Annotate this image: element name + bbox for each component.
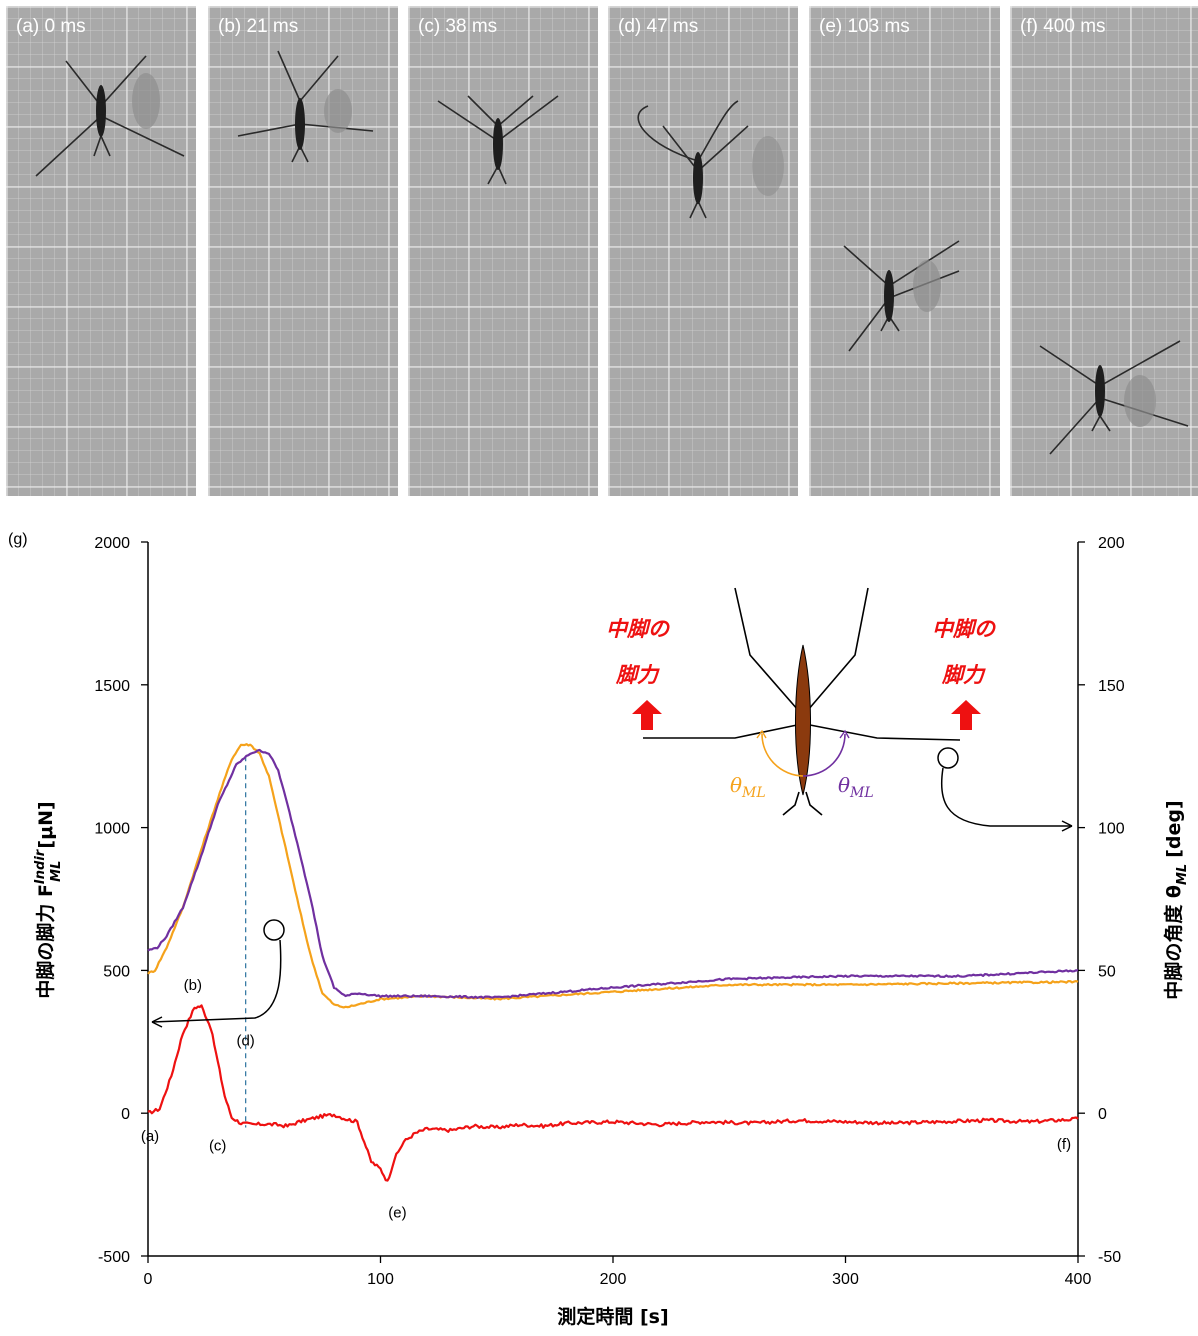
right-y-axis-title: 中脚の角度 θML[deg]: [1162, 800, 1190, 999]
y-right-tick-label: -50: [1098, 1249, 1121, 1266]
left-foreleg: [734, 587, 799, 711]
tick-labels: 0 100 200 300 400-5000500100015002000-500501…: [94, 535, 1124, 1288]
x-tick-label: 300: [832, 1271, 859, 1288]
angle-arrowhead-left: [756, 729, 767, 739]
tick-marks: [141, 541, 1085, 1263]
x-tick-label: 200: [600, 1271, 627, 1288]
angle-label-left: θML: [730, 773, 766, 801]
y-left-tick-label: 1500: [94, 678, 130, 695]
left-force-label-line1: 中脚の: [606, 617, 671, 641]
right-force-arrow-icon: [951, 700, 981, 730]
frame-label: (d) 47 ms: [618, 16, 699, 37]
insect-body: [794, 644, 812, 796]
left-hindleg: [782, 791, 800, 816]
frame-label: (b) 21 ms: [218, 16, 299, 37]
right-arrowhead: [1061, 820, 1073, 832]
angle-label-right: θML: [838, 773, 874, 801]
angle-arrowhead-right: [839, 729, 850, 739]
right-midleg: [809, 724, 961, 741]
water-strider-image: [237, 50, 374, 163]
right-foreleg: [807, 587, 869, 711]
frame-label: (f) 400 ms: [1020, 16, 1106, 37]
right-force-label-line2: 脚力: [941, 663, 986, 687]
water-strider-image: [437, 95, 559, 185]
point-annotation: (c): [209, 1138, 227, 1155]
y-left-tick-label: 500: [103, 963, 130, 980]
photo-frame-b: (b) 21 ms: [208, 6, 398, 496]
right-series-marker-circle: [937, 747, 959, 769]
frame-label: (e) 103 ms: [819, 16, 910, 37]
water-strider-image: [35, 55, 185, 177]
point-annotation: (a): [141, 1128, 159, 1145]
point-annotation: (b): [184, 977, 202, 994]
x-tick-label: 100: [367, 1271, 394, 1288]
chart-axes: [147, 542, 1079, 1257]
right-force-label-line1: 中脚の: [932, 617, 997, 641]
angle-arc-right: [802, 733, 846, 777]
series-line-1: [147, 743, 1079, 1009]
y-left-tick-label: 1000: [94, 821, 130, 838]
series-line-2: [147, 748, 1079, 999]
panel-label: (g): [8, 531, 28, 548]
water-strider-image: [843, 240, 960, 352]
point-annotation: (f): [1057, 1136, 1071, 1153]
x-tick-label: 400: [1065, 1271, 1092, 1288]
point-annotation: (e): [388, 1205, 406, 1222]
water-strider-image: [637, 100, 784, 219]
frame-label: (c) 38 ms: [418, 16, 498, 37]
angle-arc-left: [761, 733, 804, 777]
photo-frame-d: (d) 47 ms: [608, 6, 798, 496]
axis-pointer-arrows: [151, 747, 1073, 1028]
y-right-tick-label: 100: [1098, 821, 1125, 838]
left-arrowhead: [151, 1016, 163, 1028]
left-force-label-line2: 脚力: [615, 663, 660, 687]
annotation-layer: (a) (b) (c) (d) (e) (f): [141, 977, 1071, 1222]
y-right-tick-label: 200: [1098, 535, 1125, 552]
point-annotation: (d): [236, 1033, 254, 1050]
photo-frame-f: (f) 400 ms: [1010, 6, 1198, 496]
photo-strip: (a) 0 ms (b) 21 ms (c) 38 ms: [0, 0, 1198, 500]
right-axis-pointer-arrow: [940, 767, 1072, 827]
y-right-tick-label: 50: [1098, 963, 1116, 980]
y-left-tick-label: 0: [121, 1106, 130, 1123]
left-midleg: [643, 724, 798, 739]
series-line-0: [147, 1004, 1079, 1182]
left-y-axis-title: 中脚の脚力 FIndirML[μN]: [33, 801, 64, 998]
y-right-tick-label: 0: [1098, 1106, 1107, 1123]
right-hindleg: [805, 791, 823, 816]
series-layer: [147, 743, 1079, 1182]
left-series-marker-circle: [263, 919, 285, 941]
x-tick-label: 0: [144, 1271, 153, 1288]
left-axis-pointer-arrow: [151, 939, 282, 1023]
y-left-tick-label: 2000: [94, 535, 130, 552]
x-axis-title: 測定時間 [s]: [557, 1305, 668, 1328]
photo-frame-c: (c) 38 ms: [408, 6, 598, 496]
leg-angle-inset: θML θML 中脚の 脚力 中脚の 脚力: [606, 587, 997, 816]
force-angle-chart: (g) 0 100 200 300 400-5000500100015002000-50…: [8, 531, 1190, 1328]
frame-label: (a) 0 ms: [16, 16, 86, 37]
photo-frame-e: (e) 103 ms: [809, 6, 1000, 496]
y-left-tick-label: -500: [98, 1249, 130, 1266]
left-force-arrow-icon: [632, 700, 662, 730]
y-right-tick-label: 150: [1098, 678, 1125, 695]
water-strider-image: [1039, 340, 1189, 455]
photo-frame-a: (a) 0 ms: [6, 6, 196, 496]
